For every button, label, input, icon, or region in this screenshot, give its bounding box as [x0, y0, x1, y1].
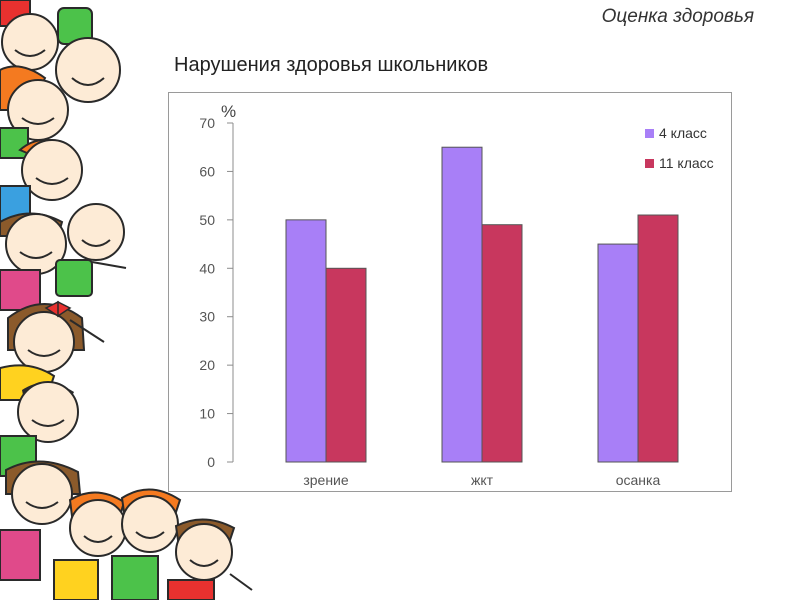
y-tick-label: 70: [199, 115, 215, 131]
x-tick-label: зрение: [303, 472, 349, 488]
y-axis-label: %: [221, 102, 236, 121]
legend-swatch: [645, 159, 654, 168]
x-tick-label: осанка: [616, 472, 661, 488]
bar-2-1: [325, 267, 367, 463]
y-tick-label: 50: [199, 212, 215, 228]
bar-1-1: [285, 219, 327, 463]
bar-1-3: [597, 243, 639, 463]
bar-1-2: [441, 146, 483, 463]
legend-label: 11 класс: [659, 155, 714, 171]
bar-2-3: [637, 214, 679, 463]
y-tick-label: 20: [199, 357, 215, 373]
x-tick-label: жкт: [471, 472, 494, 488]
legend-swatch: [645, 129, 654, 138]
legend-label: 4 класс: [659, 125, 707, 141]
header-title: Оценка здоровья: [601, 6, 754, 27]
chart-frame: 0 10 20 30 40 50 60 70% зрение жкт осанка 4 класс 11…: [168, 92, 732, 492]
bar-chart: 0 10 20 30 40 50 60 70% зрение жкт осанка 4 класс 11…: [199, 102, 714, 488]
y-tick-label: 60: [199, 163, 215, 179]
y-tick-label: 0: [207, 454, 215, 470]
y-tick-label: 30: [199, 309, 215, 325]
y-tick-label: 10: [199, 406, 215, 422]
bar-2-2: [481, 224, 523, 463]
y-tick-label: 40: [199, 260, 215, 276]
cartoon-children-border-icon: [0, 0, 253, 600]
slide-title: Нарушения здоровья школьников: [174, 54, 489, 76]
